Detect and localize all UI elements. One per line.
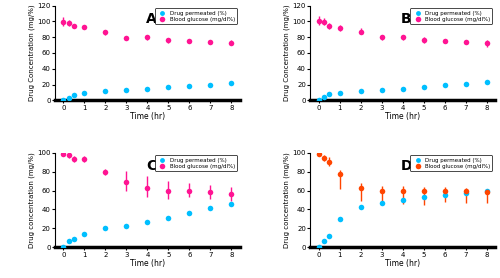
Y-axis label: Drug concentration (mg/%): Drug concentration (mg/%) xyxy=(28,152,34,248)
Y-axis label: Drug concentration (mg/%): Drug concentration (mg/%) xyxy=(283,152,290,248)
Y-axis label: Drug Concentration (mg/%): Drug Concentration (mg/%) xyxy=(28,5,34,101)
Y-axis label: Drug Concentration (mg/%): Drug Concentration (mg/%) xyxy=(283,5,290,101)
Legend: Drug permeated (%), Blood glucose (mg/dl%): Drug permeated (%), Blood glucose (mg/dl… xyxy=(154,8,237,24)
Text: C: C xyxy=(146,159,156,173)
Text: D: D xyxy=(400,159,412,173)
Legend: Drug permeated (%), Blood glucose (mg/dl%): Drug permeated (%), Blood glucose (mg/dl… xyxy=(410,155,492,171)
Legend: Drug permeated (%), Blood glucose (mg/dl%): Drug permeated (%), Blood glucose (mg/dl… xyxy=(410,8,492,24)
X-axis label: Time (hr): Time (hr) xyxy=(385,259,420,268)
X-axis label: Time (hr): Time (hr) xyxy=(385,112,420,121)
Text: A: A xyxy=(146,12,156,26)
Text: B: B xyxy=(401,12,411,26)
X-axis label: Time (hr): Time (hr) xyxy=(130,259,165,268)
X-axis label: Time (hr): Time (hr) xyxy=(130,112,165,121)
Legend: Drug permeated (%), Blood glucose (mg/dl%): Drug permeated (%), Blood glucose (mg/dl… xyxy=(154,155,237,171)
